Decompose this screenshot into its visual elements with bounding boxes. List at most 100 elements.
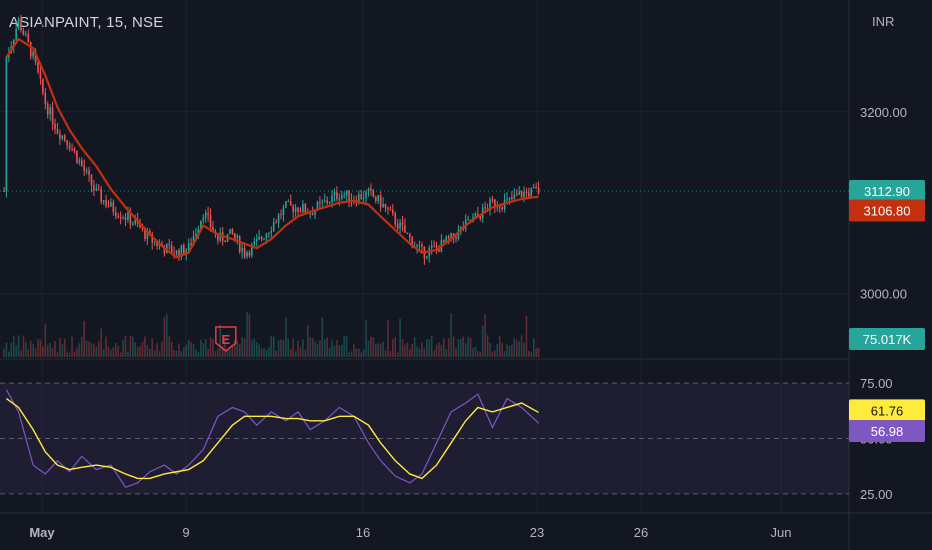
candle-body — [433, 245, 435, 247]
candle-body — [409, 234, 411, 238]
volume-bar — [272, 336, 275, 357]
volume-bar — [496, 344, 499, 357]
candle-body — [204, 212, 207, 218]
volume-bar — [413, 337, 416, 357]
candle-body — [105, 200, 107, 207]
candle-body — [100, 189, 102, 202]
volume-bar — [68, 352, 71, 357]
volume-bar — [190, 341, 192, 357]
volume-bar — [221, 345, 224, 357]
candle-body — [299, 211, 302, 213]
volume-bar — [8, 351, 10, 357]
candle-body — [447, 236, 450, 239]
volume-bar — [134, 342, 137, 357]
volume-bar — [34, 348, 37, 357]
volume-bar — [253, 338, 256, 357]
volume-bar — [438, 342, 440, 357]
candle-body — [501, 207, 503, 210]
volume-bar — [56, 352, 59, 357]
rsi-tick-label: 25.00 — [860, 487, 893, 502]
volume-bar — [316, 343, 319, 357]
candle-body — [195, 233, 197, 237]
candle-body — [144, 227, 146, 239]
candle-body — [309, 213, 311, 215]
rsi-tick-label: 75.00 — [860, 376, 893, 391]
candle-body — [22, 30, 25, 35]
candle-body — [396, 224, 399, 229]
candle-body — [236, 236, 239, 239]
candle-body — [387, 207, 389, 210]
candle-body — [443, 239, 445, 243]
volume-bar — [85, 340, 88, 357]
candle-body — [399, 222, 401, 229]
volume-bar — [401, 339, 404, 357]
volume-bar — [39, 339, 42, 357]
candle-body — [275, 222, 277, 224]
volume-bar — [149, 348, 151, 357]
rsi-value-tag-bg — [849, 420, 925, 443]
volume-bar — [139, 345, 141, 357]
candle-body — [265, 233, 268, 239]
volume-bar — [153, 350, 156, 357]
candle-body — [508, 197, 511, 200]
candle-body — [27, 34, 30, 42]
candle-body — [340, 195, 343, 199]
volume-bar — [452, 336, 455, 357]
volume-bar — [197, 351, 200, 357]
volume-value-tag-text: 75.017K — [863, 332, 912, 347]
earnings-marker-shape — [215, 326, 237, 352]
candle-body — [197, 228, 200, 234]
candle-body — [71, 148, 73, 150]
candle-body — [515, 194, 518, 196]
time-tick-label: 26 — [634, 525, 648, 540]
candle-body — [231, 228, 234, 234]
candle-body — [190, 243, 192, 246]
candle-body — [83, 166, 85, 171]
candle-body — [73, 148, 76, 151]
candle-body — [63, 135, 66, 141]
candle-body — [537, 187, 540, 194]
candle-body — [241, 248, 243, 252]
volume-bar — [251, 340, 253, 357]
candle-body — [287, 201, 290, 203]
volume-bar — [469, 338, 472, 357]
volume-bar — [146, 345, 149, 357]
volume-bar — [44, 324, 47, 357]
volume-bar — [421, 342, 423, 357]
volume-bar — [166, 313, 168, 357]
candle-body — [360, 194, 363, 200]
volume-bar — [435, 344, 438, 357]
candle-body — [389, 209, 392, 211]
candle-body — [392, 210, 394, 214]
candle-body — [411, 237, 414, 248]
volume-bar — [229, 348, 231, 357]
candle-body — [294, 207, 297, 212]
volume-bar — [97, 340, 100, 357]
volume-bar — [255, 342, 258, 357]
candle-body — [163, 246, 166, 254]
price-tick-label: 3200.00 — [860, 105, 907, 120]
volume-bar — [122, 339, 124, 357]
candle-body — [5, 57, 8, 192]
candle-body — [455, 237, 457, 240]
volume-bar — [90, 343, 93, 357]
volume-bar — [78, 343, 81, 357]
candle-body — [331, 195, 333, 203]
candle-body — [460, 227, 462, 230]
volume-bar — [292, 338, 294, 357]
volume-bar — [306, 324, 309, 357]
volume-bar — [80, 336, 83, 357]
candle-body — [513, 194, 516, 200]
volume-bar — [95, 346, 98, 357]
volume-bar — [530, 351, 533, 357]
candle-body — [122, 217, 124, 219]
candle-body — [506, 199, 508, 201]
volume-bar — [409, 348, 411, 357]
volume-bar — [107, 346, 110, 357]
volume-bar — [445, 349, 448, 357]
candle-body — [202, 217, 205, 221]
rsi-signal-tag-text: 61.76 — [871, 403, 904, 418]
candle-body — [185, 250, 188, 255]
volume-bar — [370, 336, 372, 357]
